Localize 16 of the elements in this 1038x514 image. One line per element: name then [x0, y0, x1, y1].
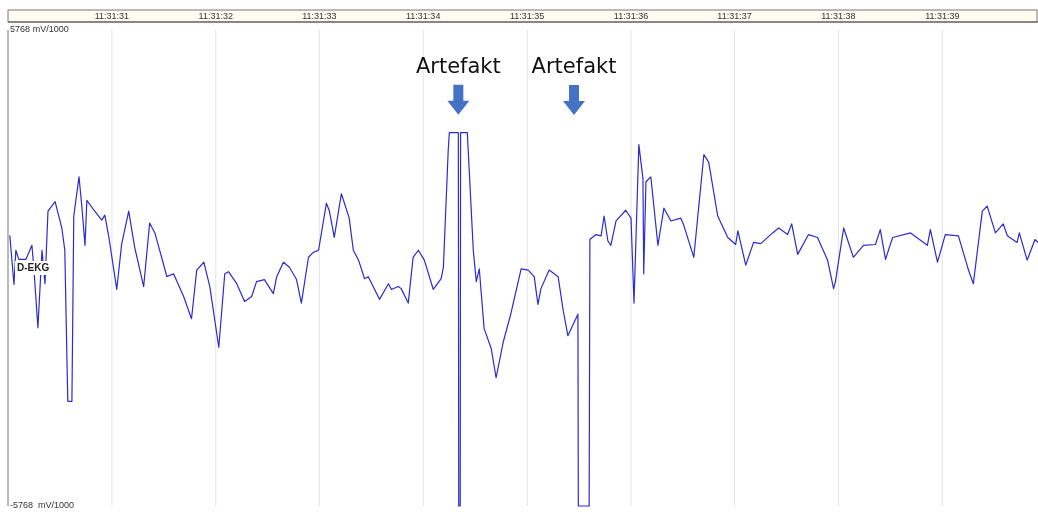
x-tick-label: 11:31:39 [925, 11, 960, 21]
line-series [9, 132, 1038, 507]
x-tick-label: 11:31:36 [613, 11, 649, 21]
x-tick-label: 11:31:33 [302, 11, 337, 21]
annotation: Artefakt [531, 54, 617, 78]
x-tick-label: 11:31:32 [198, 11, 233, 21]
x-tick-label: 11:31:35 [509, 11, 545, 21]
x-tick-label: 11:31:38 [821, 11, 856, 21]
x-tick-label: 11:31:37 [717, 11, 752, 21]
annotation: Artefakt [415, 53, 501, 78]
annotation: mV/1000 [38, 500, 75, 511]
x-tick-label: 11:31:34 [406, 11, 441, 21]
x-tick-label: 11:31:31 [94, 11, 130, 21]
annotation: mV/1000 [32, 24, 69, 35]
y-tick-label: -5768 [10, 500, 34, 511]
y-tick-label: 5768 [10, 24, 31, 35]
